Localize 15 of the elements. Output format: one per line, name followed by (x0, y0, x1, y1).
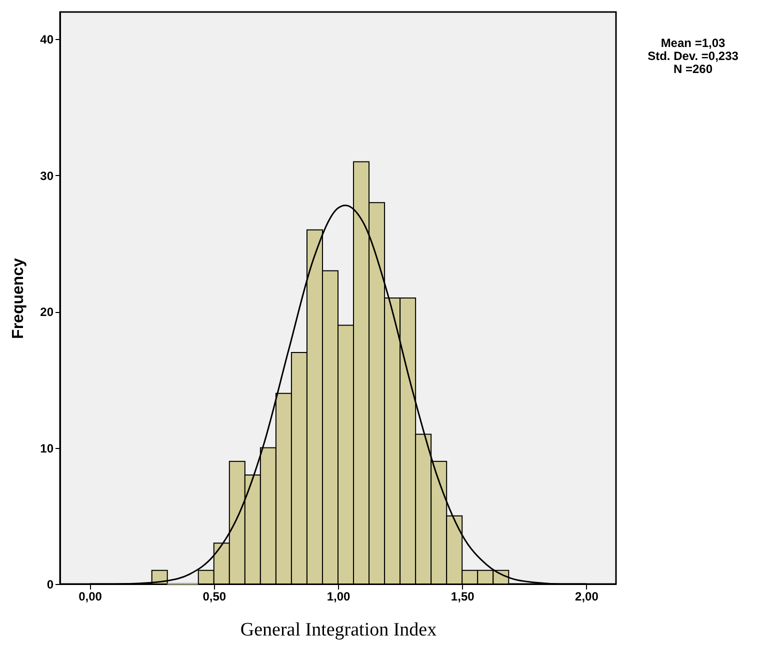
text: N =260 (673, 62, 713, 76)
x-tick-label: 2,00 (575, 590, 599, 604)
y-tick-label: 20 (40, 305, 54, 320)
y-tick-label: 40 (40, 32, 54, 47)
x-tick-label: 1,50 (450, 590, 475, 604)
y-tick-label: 30 (40, 168, 54, 183)
y-tick-label: 0 (46, 578, 54, 592)
y-axis-title: Frequency (10, 258, 28, 339)
text: Mean =1,03 (660, 36, 726, 50)
x-tick-label: 1,00 (326, 590, 350, 604)
text: Std. Dev. =0,233 (648, 49, 739, 63)
x-tick-label: 0,50 (202, 590, 226, 604)
x-axis-title: General Integration Index (240, 620, 438, 640)
y-tick-label: 10 (40, 441, 54, 456)
x-tick-label: 0,00 (78, 590, 102, 604)
